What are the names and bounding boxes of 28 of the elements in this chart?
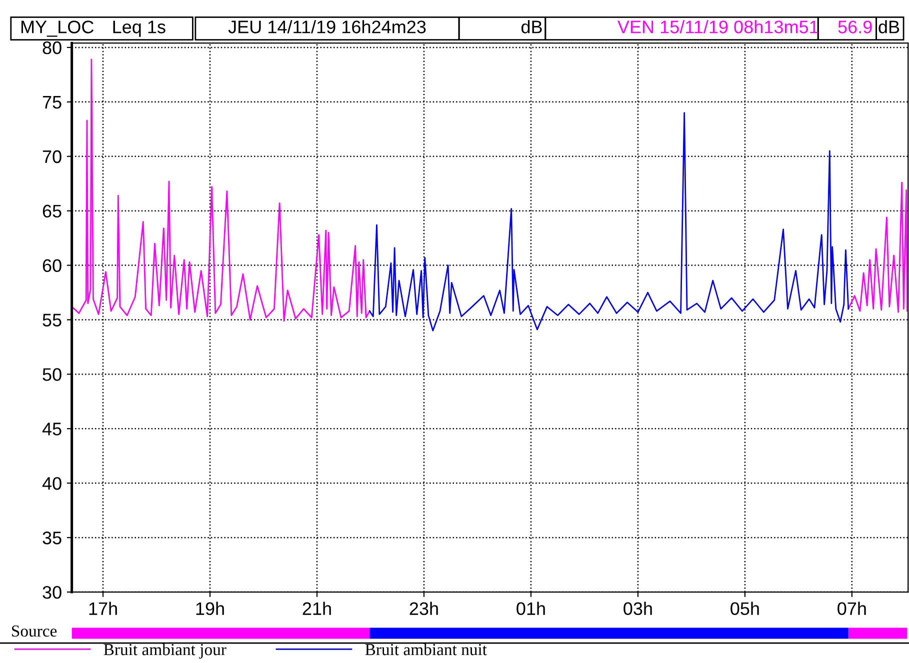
y-tick-label: 60 [42, 259, 62, 272]
y-tick-label: 80 [42, 41, 62, 54]
y-tick-label: 65 [42, 204, 62, 218]
text: JEU 14/11/19 16h24m23 [228, 20, 426, 34]
x-tick-label: 21h [302, 602, 331, 615]
x-tick-label: 03h [624, 602, 652, 616]
y-tick-label: 35 [42, 532, 62, 544]
legend-label: Bruit ambiant jour [104, 643, 226, 659]
text: 56.9 [838, 20, 872, 34]
x-tick-label: 19h [196, 602, 224, 616]
text: dB [521, 20, 542, 34]
text: Leq 1s [113, 20, 166, 37]
y-tick-label: 40 [42, 477, 62, 490]
legend-label: Bruit ambiant nuit [365, 643, 487, 656]
x-tick-label: 23h [410, 602, 438, 616]
y-tick-label: 50 [42, 368, 62, 381]
y-tick-label: 55 [42, 314, 62, 326]
text: MY_LOC [21, 20, 94, 37]
text: Source [12, 625, 57, 637]
x-tick-label: 05h [730, 602, 759, 616]
x-tick-label: 01h [516, 602, 545, 616]
y-tick-label: 75 [42, 96, 62, 109]
text: dB [878, 20, 900, 34]
x-tick-label: 17h [89, 602, 117, 615]
y-tick-label: 70 [42, 150, 62, 164]
x-tick-label: 07h [838, 602, 866, 616]
y-tick-label: 45 [42, 422, 62, 436]
y-tick-label: 30 [42, 586, 62, 599]
